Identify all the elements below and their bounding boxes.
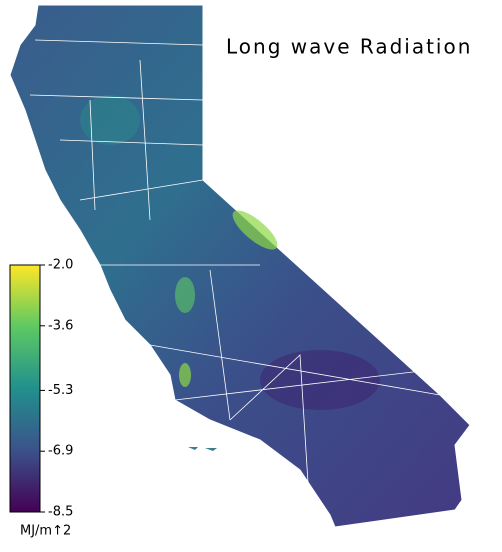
county-lines [29, 39, 441, 516]
lowland-patch [260, 350, 380, 410]
colorbar-tick-label: -3.6 [48, 318, 73, 333]
state-shape [9, 4, 471, 528]
colorbar-unit: MJ/m↑2 [20, 524, 71, 539]
colorbar-tick-label: -6.9 [48, 444, 73, 459]
map-title: Long wave Radiation [226, 35, 472, 59]
colorbar-tick-label: -8.5 [48, 505, 73, 520]
colorbar-tick-label: -2.0 [48, 258, 73, 273]
colorbar [9, 264, 41, 513]
california-map [9, 4, 471, 528]
colorbar-tick-label: -5.3 [48, 383, 73, 398]
highland-patch [175, 277, 195, 313]
valley-patch [80, 95, 140, 145]
highland-patch [232, 210, 278, 250]
island [188, 447, 217, 451]
highland-patch [179, 363, 191, 387]
